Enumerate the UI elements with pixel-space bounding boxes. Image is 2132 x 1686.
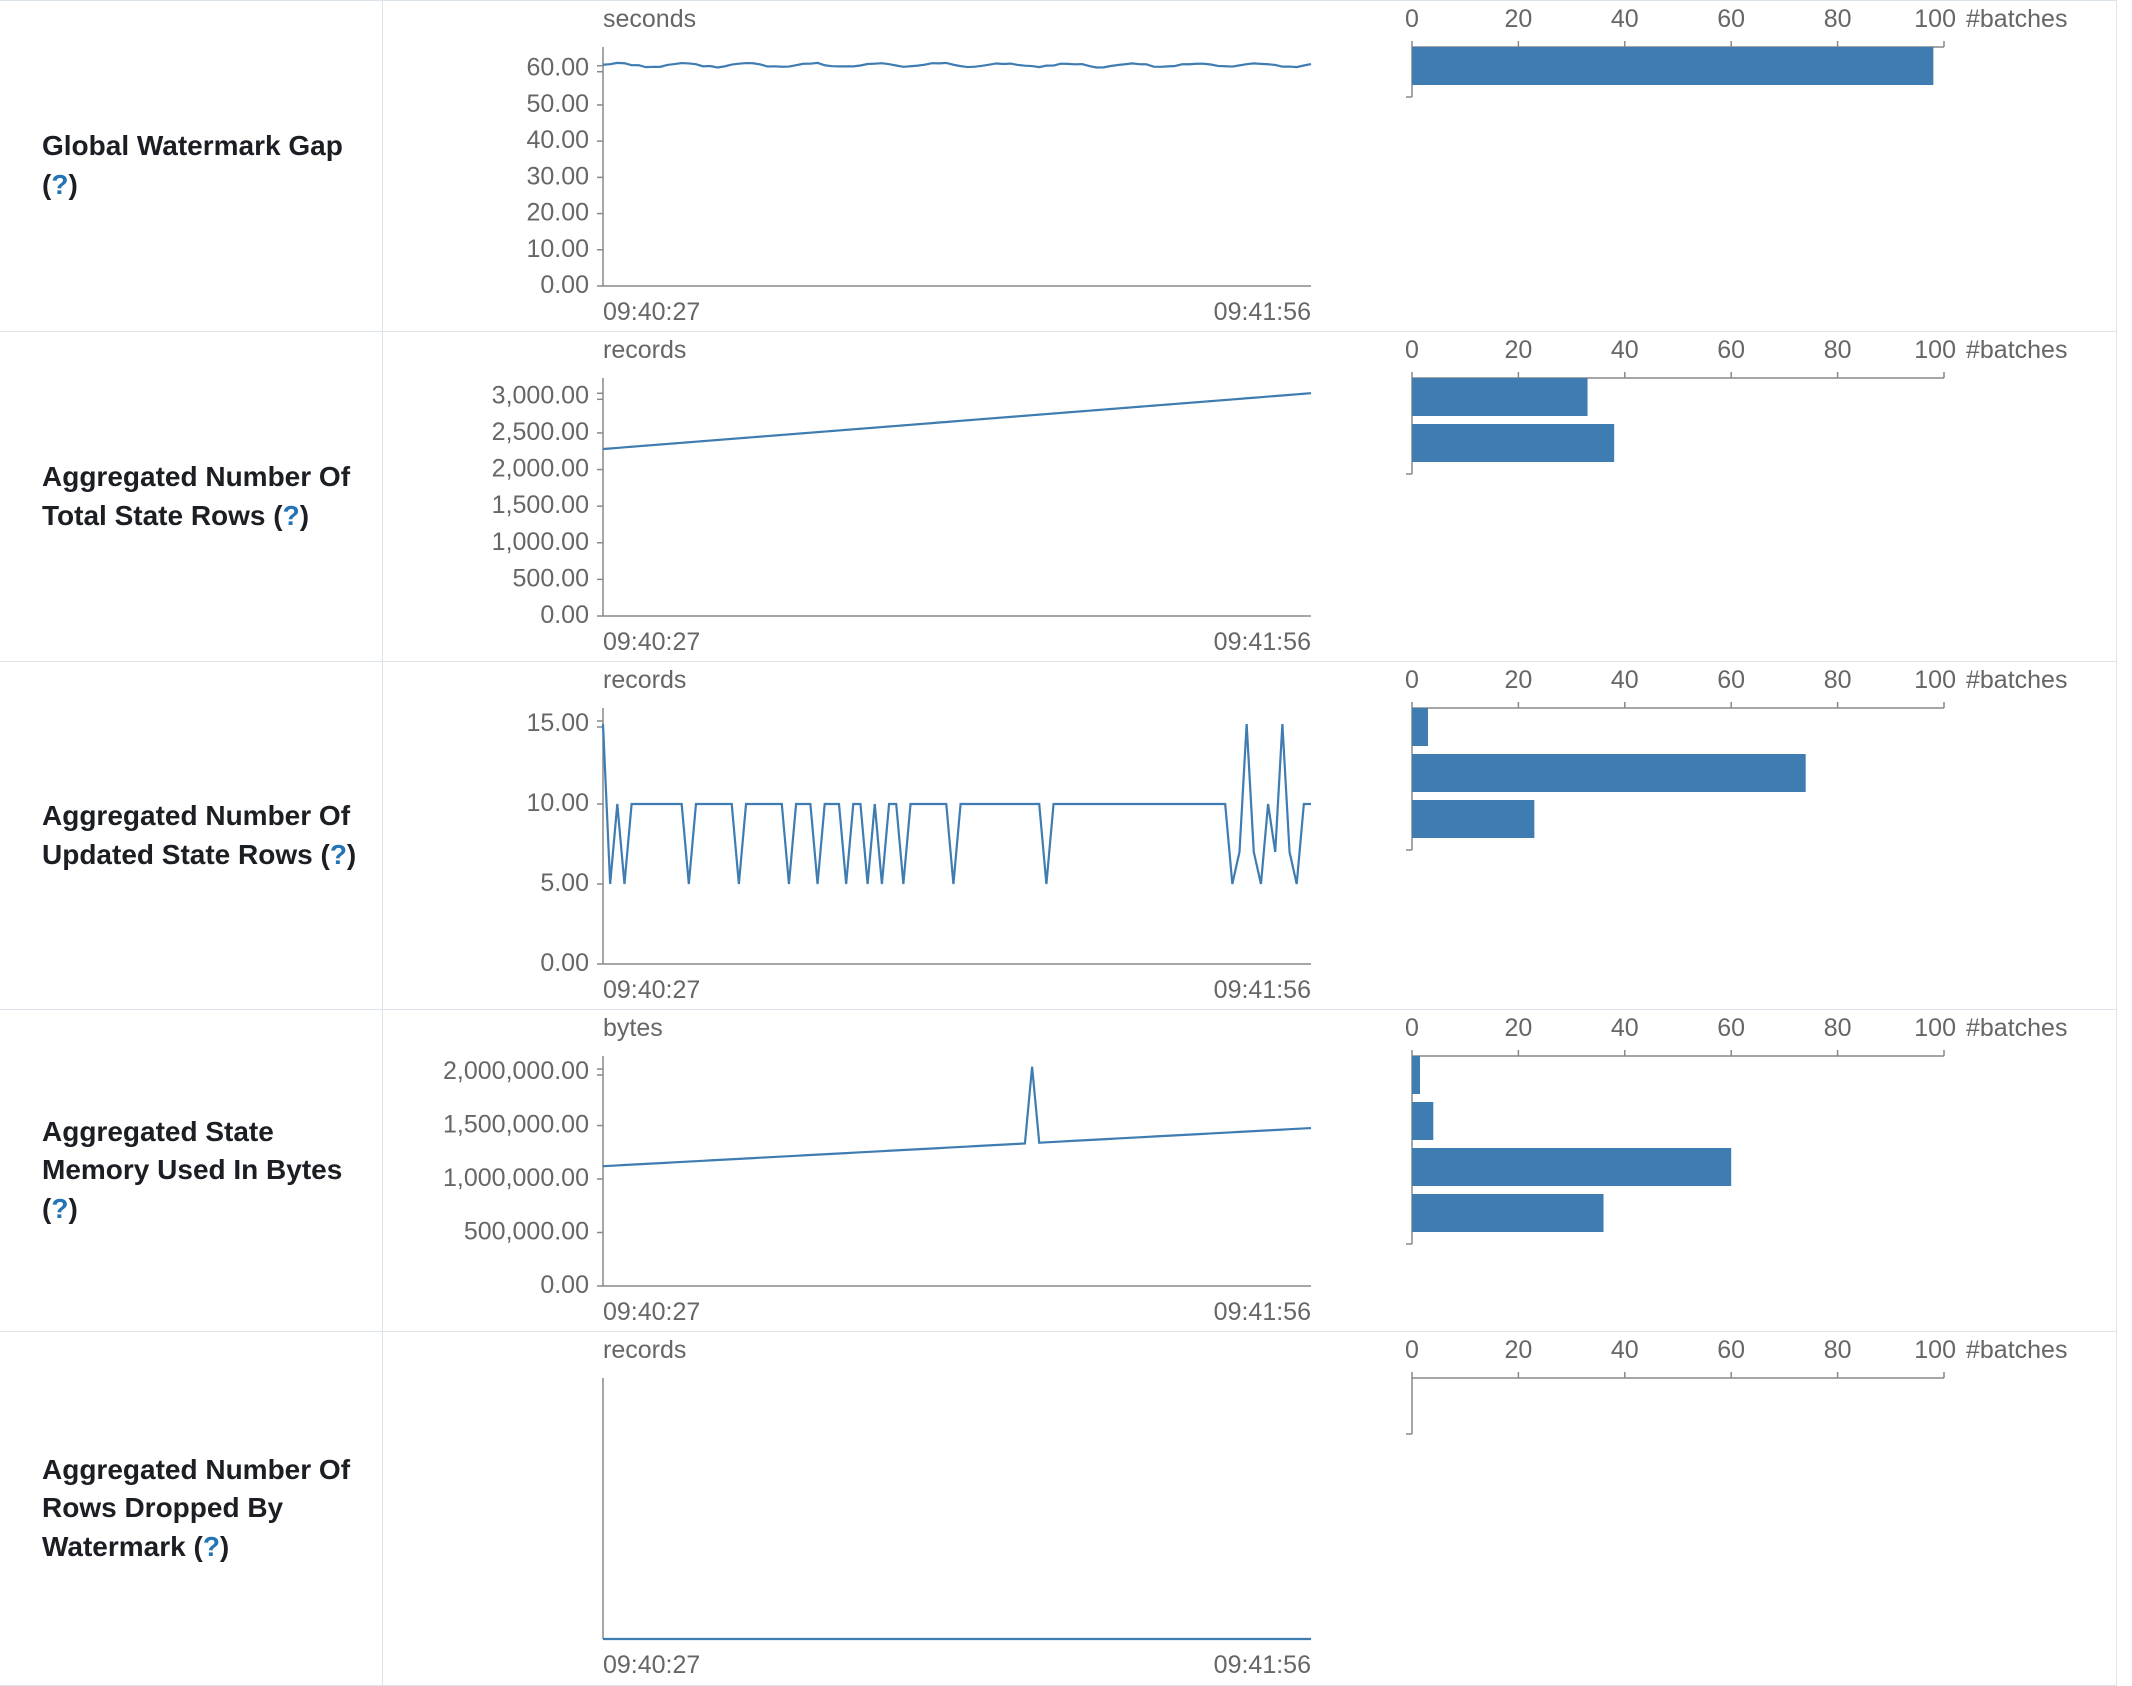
svg-text:0.00: 0.00 — [540, 949, 589, 977]
svg-text:09:40:27: 09:40:27 — [603, 1651, 700, 1679]
svg-text:60: 60 — [1717, 5, 1745, 33]
svg-text:0: 0 — [1405, 1014, 1419, 1042]
svg-text:records: records — [603, 1336, 686, 1364]
svg-text:20: 20 — [1504, 5, 1532, 33]
svg-text:60: 60 — [1717, 1014, 1745, 1042]
svg-text:0: 0 — [1405, 5, 1419, 33]
svg-text:0.00: 0.00 — [540, 1271, 589, 1299]
svg-text:60.00: 60.00 — [526, 54, 589, 82]
svg-text:2,500.00: 2,500.00 — [492, 418, 589, 446]
svg-text:2,000,000.00: 2,000,000.00 — [443, 1057, 589, 1085]
svg-text:#batches: #batches — [1966, 5, 2067, 33]
svg-text:60: 60 — [1717, 1336, 1745, 1364]
svg-text:500,000.00: 500,000.00 — [464, 1218, 589, 1246]
svg-text:80: 80 — [1824, 1336, 1852, 1364]
svg-text:bytes: bytes — [603, 1014, 663, 1042]
svg-text:60: 60 — [1717, 666, 1745, 694]
svg-text:40: 40 — [1611, 336, 1639, 364]
svg-text:40: 40 — [1611, 666, 1639, 694]
svg-text:#batches: #batches — [1966, 1336, 2067, 1364]
svg-text:09:40:27: 09:40:27 — [603, 1298, 700, 1326]
svg-text:records: records — [603, 666, 686, 694]
svg-text:40: 40 — [1611, 5, 1639, 33]
svg-text:100: 100 — [1914, 1336, 1956, 1364]
svg-text:100: 100 — [1914, 1014, 1956, 1042]
svg-text:#batches: #batches — [1966, 336, 2067, 364]
svg-text:09:40:27: 09:40:27 — [603, 976, 700, 1004]
svg-text:2,000.00: 2,000.00 — [492, 455, 589, 483]
svg-text:10.00: 10.00 — [526, 789, 589, 817]
svg-text:100: 100 — [1914, 5, 1956, 33]
svg-text:#batches: #batches — [1966, 1014, 2067, 1042]
svg-text:09:41:56: 09:41:56 — [1214, 1651, 1311, 1679]
svg-text:0: 0 — [1405, 336, 1419, 364]
svg-text:09:41:56: 09:41:56 — [1214, 976, 1311, 1004]
svg-text:40.00: 40.00 — [526, 126, 589, 154]
svg-text:20: 20 — [1504, 1014, 1532, 1042]
svg-text:5.00: 5.00 — [540, 869, 589, 897]
svg-text:#batches: #batches — [1966, 666, 2067, 694]
svg-text:0: 0 — [1405, 666, 1419, 694]
svg-text:1,000.00: 1,000.00 — [492, 528, 589, 556]
svg-text:100: 100 — [1914, 666, 1956, 694]
svg-text:80: 80 — [1824, 1014, 1852, 1042]
svg-text:1,000,000.00: 1,000,000.00 — [443, 1164, 589, 1192]
svg-text:100: 100 — [1914, 336, 1956, 364]
svg-text:20: 20 — [1504, 336, 1532, 364]
svg-text:50.00: 50.00 — [526, 90, 589, 118]
svg-text:10.00: 10.00 — [526, 235, 589, 263]
svg-text:0.00: 0.00 — [540, 271, 589, 299]
svg-text:40: 40 — [1611, 1014, 1639, 1042]
svg-text:20: 20 — [1504, 1336, 1532, 1364]
svg-text:09:40:27: 09:40:27 — [603, 298, 700, 326]
svg-text:30.00: 30.00 — [526, 162, 589, 190]
svg-text:1,500.00: 1,500.00 — [492, 491, 589, 519]
svg-text:09:41:56: 09:41:56 — [1214, 1298, 1311, 1326]
svg-text:3,000.00: 3,000.00 — [492, 381, 589, 409]
svg-text:records: records — [603, 336, 686, 364]
svg-text:40: 40 — [1611, 1336, 1639, 1364]
svg-text:20.00: 20.00 — [526, 199, 589, 227]
svg-text:80: 80 — [1824, 666, 1852, 694]
svg-text:09:40:27: 09:40:27 — [603, 628, 700, 656]
svg-text:09:41:56: 09:41:56 — [1214, 298, 1311, 326]
svg-text:seconds: seconds — [603, 5, 696, 33]
svg-text:80: 80 — [1824, 5, 1852, 33]
svg-text:09:41:56: 09:41:56 — [1214, 628, 1311, 656]
svg-text:20: 20 — [1504, 666, 1532, 694]
svg-text:1,500,000.00: 1,500,000.00 — [443, 1111, 589, 1139]
svg-text:500.00: 500.00 — [513, 564, 589, 592]
svg-text:60: 60 — [1717, 336, 1745, 364]
svg-text:0.00: 0.00 — [540, 601, 589, 629]
svg-text:15.00: 15.00 — [526, 709, 589, 737]
svg-text:0: 0 — [1405, 1336, 1419, 1364]
svg-text:80: 80 — [1824, 336, 1852, 364]
